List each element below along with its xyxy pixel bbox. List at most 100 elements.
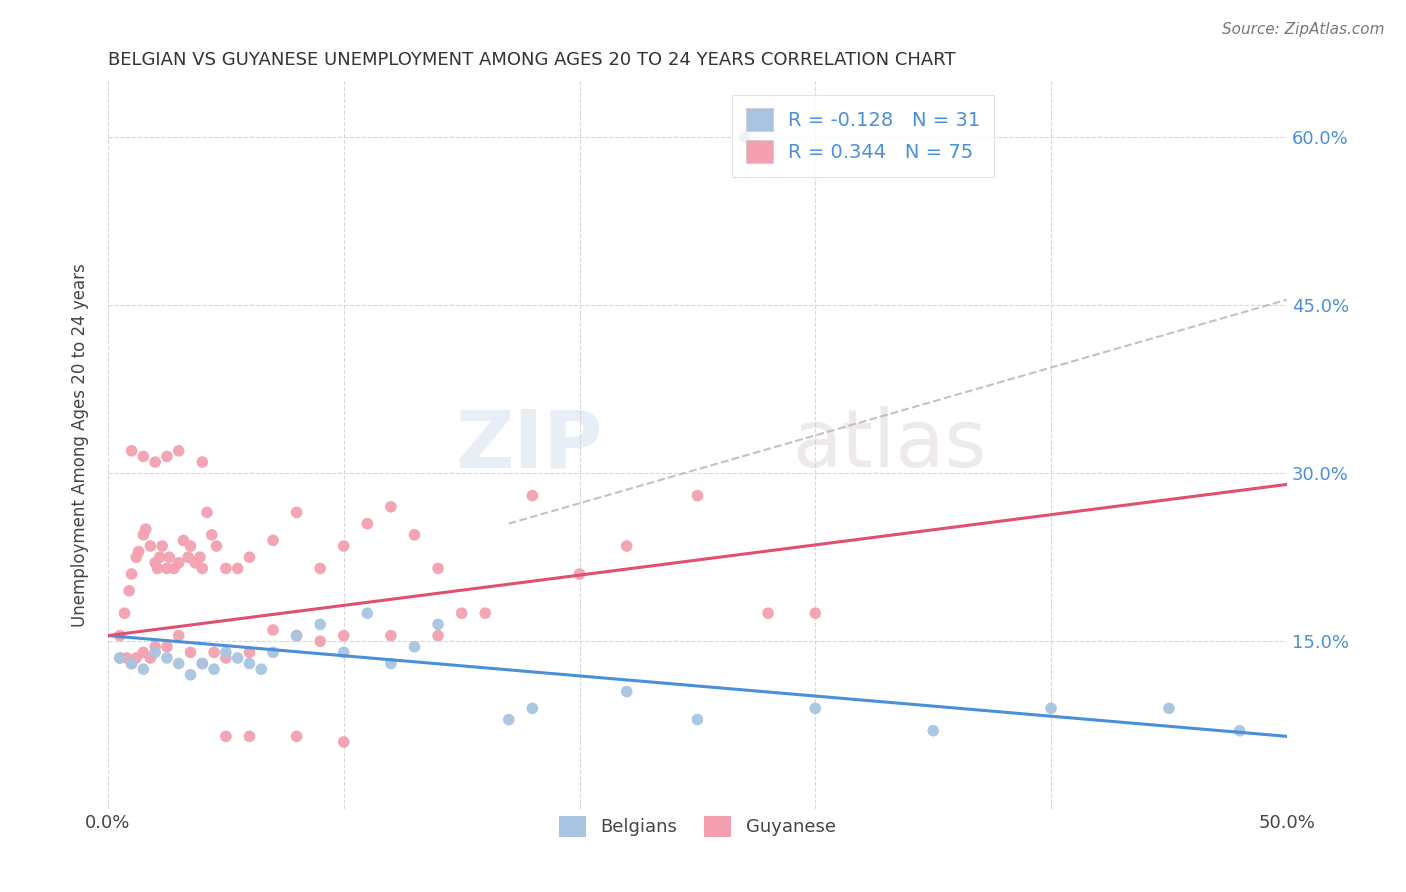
Point — [167, 443, 190, 458]
Point — [121, 657, 143, 671]
Point — [156, 651, 179, 665]
Point — [522, 701, 544, 715]
Point — [238, 730, 260, 744]
Text: atlas: atlas — [792, 406, 986, 484]
Point — [285, 629, 308, 643]
Point — [191, 561, 214, 575]
Point — [309, 617, 332, 632]
Point — [128, 544, 150, 558]
Point — [404, 640, 426, 654]
Point — [427, 617, 450, 632]
Point — [191, 657, 214, 671]
Point — [108, 651, 131, 665]
Point — [179, 539, 201, 553]
Point — [616, 684, 638, 698]
Text: ZIP: ZIP — [456, 406, 603, 484]
Point — [132, 662, 155, 676]
Point — [498, 713, 520, 727]
Point — [149, 550, 172, 565]
Text: BELGIAN VS GUYANESE UNEMPLOYMENT AMONG AGES 20 TO 24 YEARS CORRELATION CHART: BELGIAN VS GUYANESE UNEMPLOYMENT AMONG A… — [108, 51, 956, 69]
Point — [143, 640, 166, 654]
Point — [380, 500, 402, 514]
Point — [132, 450, 155, 464]
Point — [474, 606, 496, 620]
Point — [522, 489, 544, 503]
Point — [143, 556, 166, 570]
Point — [568, 567, 591, 582]
Point — [156, 561, 179, 575]
Point — [356, 516, 378, 531]
Point — [309, 634, 332, 648]
Point — [1229, 723, 1251, 738]
Point — [332, 539, 354, 553]
Point — [205, 539, 228, 553]
Point — [226, 651, 249, 665]
Point — [1157, 701, 1180, 715]
Point — [132, 528, 155, 542]
Point — [285, 730, 308, 744]
Point — [163, 561, 186, 575]
Point — [108, 651, 131, 665]
Point — [686, 713, 709, 727]
Point — [450, 606, 472, 620]
Point — [179, 645, 201, 659]
Point — [215, 561, 238, 575]
Point — [309, 561, 332, 575]
Point — [215, 730, 238, 744]
Point — [332, 735, 354, 749]
Point — [167, 657, 190, 671]
Point — [356, 606, 378, 620]
Point — [427, 561, 450, 575]
Point — [108, 629, 131, 643]
Point — [215, 645, 238, 659]
Point — [114, 606, 136, 620]
Point — [118, 583, 141, 598]
Point — [156, 450, 179, 464]
Y-axis label: Unemployment Among Ages 20 to 24 years: Unemployment Among Ages 20 to 24 years — [72, 263, 89, 627]
Point — [427, 629, 450, 643]
Point — [139, 539, 162, 553]
Point — [756, 606, 779, 620]
Point — [285, 505, 308, 519]
Point — [177, 550, 200, 565]
Point — [380, 657, 402, 671]
Text: Source: ZipAtlas.com: Source: ZipAtlas.com — [1222, 22, 1385, 37]
Point — [250, 662, 273, 676]
Point — [156, 640, 179, 654]
Point — [125, 550, 148, 565]
Point — [143, 645, 166, 659]
Point — [922, 723, 945, 738]
Point — [132, 645, 155, 659]
Point — [332, 645, 354, 659]
Point — [238, 657, 260, 671]
Point — [238, 550, 260, 565]
Point — [201, 528, 224, 542]
Point — [157, 550, 180, 565]
Point — [121, 443, 143, 458]
Point — [191, 455, 214, 469]
Point — [226, 561, 249, 575]
Point — [262, 645, 284, 659]
Point — [139, 651, 162, 665]
Point — [121, 567, 143, 582]
Point — [135, 522, 157, 536]
Point — [734, 130, 756, 145]
Point — [262, 623, 284, 637]
Legend: Belgians, Guyanese: Belgians, Guyanese — [551, 808, 844, 844]
Point — [150, 539, 173, 553]
Point — [404, 528, 426, 542]
Point — [167, 629, 190, 643]
Point — [121, 657, 143, 671]
Point — [191, 657, 214, 671]
Point — [115, 651, 138, 665]
Point — [238, 645, 260, 659]
Point — [380, 629, 402, 643]
Point — [215, 651, 238, 665]
Point — [143, 455, 166, 469]
Point — [188, 550, 211, 565]
Point — [125, 651, 148, 665]
Point — [804, 606, 827, 620]
Point — [332, 629, 354, 643]
Point — [616, 539, 638, 553]
Point — [184, 556, 207, 570]
